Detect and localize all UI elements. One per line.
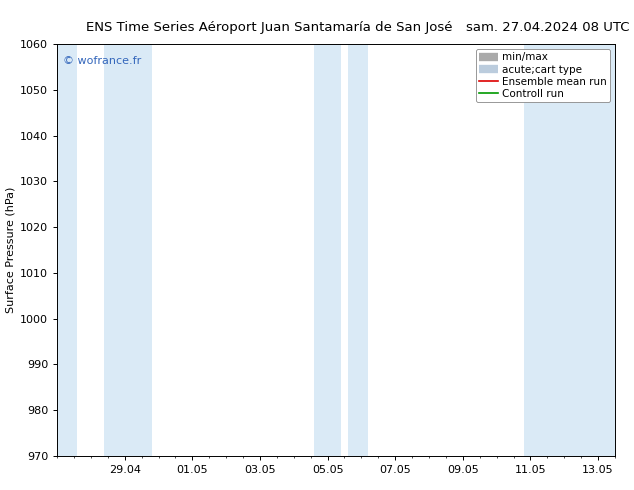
Y-axis label: Surface Pressure (hPa): Surface Pressure (hPa): [6, 187, 16, 313]
Bar: [348, 44, 368, 456]
Text: sam. 27.04.2024 08 UTC: sam. 27.04.2024 08 UTC: [466, 21, 630, 34]
Text: ENS Time Series Aéroport Juan Santamaría de San José: ENS Time Series Aéroport Juan Santamaría…: [86, 21, 452, 34]
Bar: [105, 44, 152, 456]
Text: © wofrance.fr: © wofrance.fr: [63, 56, 141, 67]
Bar: [314, 44, 341, 456]
Bar: [524, 44, 615, 456]
Legend: min/max, acute;cart type, Ensemble mean run, Controll run: min/max, acute;cart type, Ensemble mean …: [476, 49, 610, 102]
Bar: [57, 44, 77, 456]
